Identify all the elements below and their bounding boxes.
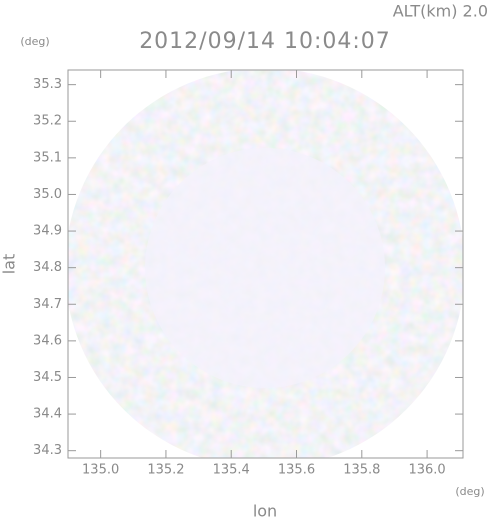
x-axis-label: lon bbox=[253, 502, 277, 521]
x-tick-label: 135.6 bbox=[278, 463, 315, 478]
y-tick-label: 35.1 bbox=[33, 150, 62, 165]
chart-title: 2012/09/14 10:04:07 bbox=[139, 29, 391, 54]
y-tick-label: 34.8 bbox=[33, 260, 62, 275]
y-tick-label: 35.2 bbox=[33, 114, 62, 129]
x-unit: (deg) bbox=[455, 485, 484, 498]
x-tick-label: 135.8 bbox=[343, 463, 380, 478]
plot-frame bbox=[67, 69, 464, 459]
altitude-label: ALT(km) 2.0 bbox=[393, 2, 488, 21]
radar-field bbox=[68, 70, 463, 458]
y-axis-label: lat bbox=[0, 254, 19, 275]
y-tick-label: 35.3 bbox=[33, 77, 62, 92]
y-tick-label: 34.4 bbox=[33, 407, 62, 422]
y-tick-label: 35.0 bbox=[33, 187, 62, 202]
y-tick-label: 34.3 bbox=[33, 443, 62, 458]
y-unit: (deg) bbox=[20, 35, 49, 48]
x-tick-label: 135.0 bbox=[82, 463, 119, 478]
y-tick-label: 34.6 bbox=[33, 333, 62, 348]
x-tick-label: 135.4 bbox=[213, 463, 250, 478]
x-tick-label: 135.2 bbox=[147, 463, 184, 478]
x-tick-label: 136.0 bbox=[408, 463, 445, 478]
y-tick-label: 34.7 bbox=[33, 297, 62, 312]
y-tick-label: 34.5 bbox=[33, 370, 62, 385]
y-tick-label: 34.9 bbox=[33, 224, 62, 239]
